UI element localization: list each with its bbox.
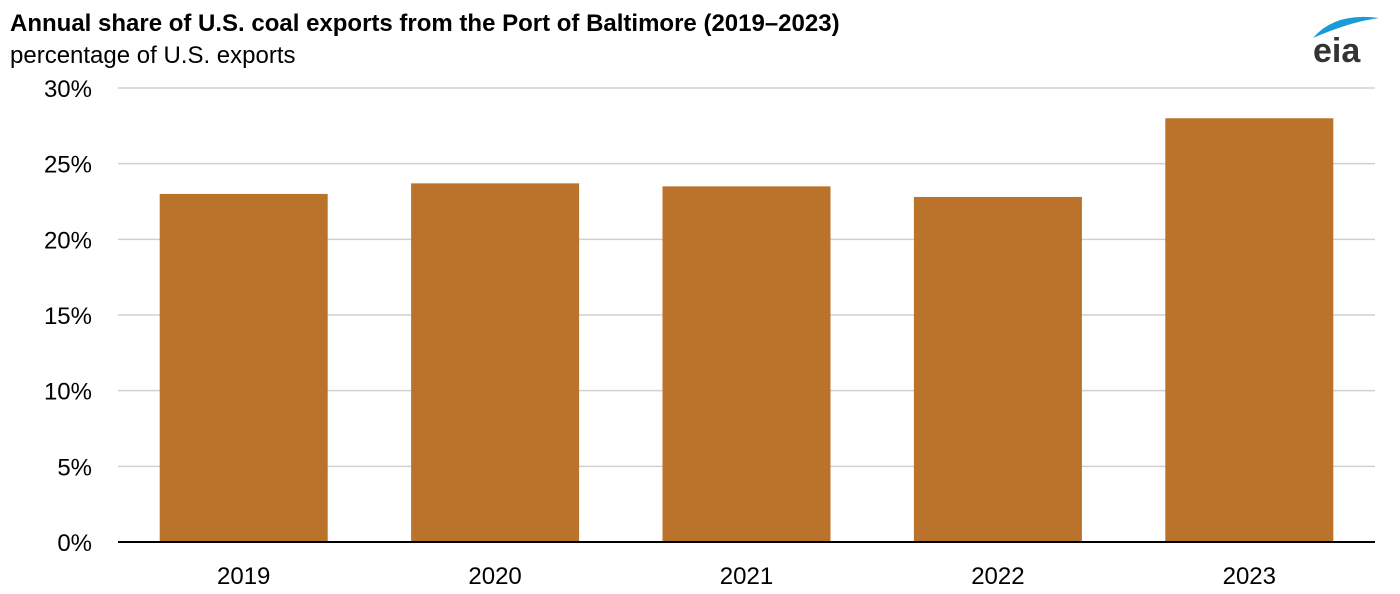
y-tick-label: 15% xyxy=(44,303,92,330)
y-tick-label: 25% xyxy=(44,152,92,179)
bar-2022 xyxy=(913,196,1082,542)
bar-2019 xyxy=(159,193,328,542)
bars xyxy=(159,118,1334,543)
bar-2020 xyxy=(411,183,580,542)
y-tick-label: 10% xyxy=(44,379,92,406)
eia-logo-arc xyxy=(1313,16,1379,38)
y-tick-label: 20% xyxy=(44,227,92,254)
bar-2021 xyxy=(662,186,831,542)
x-tick-label: 2023 xyxy=(1223,563,1276,590)
bar-2023 xyxy=(1165,118,1334,543)
y-tick-label: 0% xyxy=(57,530,92,557)
eia-logo-text: eia xyxy=(1313,32,1361,68)
y-tick-label: 30% xyxy=(44,76,92,103)
x-tick-label: 2019 xyxy=(217,563,270,590)
chart-subtitle: percentage of U.S. exports xyxy=(10,42,296,69)
y-axis-labels: 0% 5% 10% 15% 20% 25% 30% xyxy=(44,76,92,557)
chart-title: Annual share of U.S. coal exports from t… xyxy=(10,10,840,37)
x-tick-label: 2020 xyxy=(468,563,521,590)
x-tick-label: 2022 xyxy=(971,563,1024,590)
y-tick-label: 5% xyxy=(57,454,92,481)
eia-logo: eia xyxy=(1313,16,1379,68)
x-tick-label: 2021 xyxy=(720,563,773,590)
x-axis-labels: 2019 2020 2021 2022 2023 xyxy=(217,563,1276,590)
